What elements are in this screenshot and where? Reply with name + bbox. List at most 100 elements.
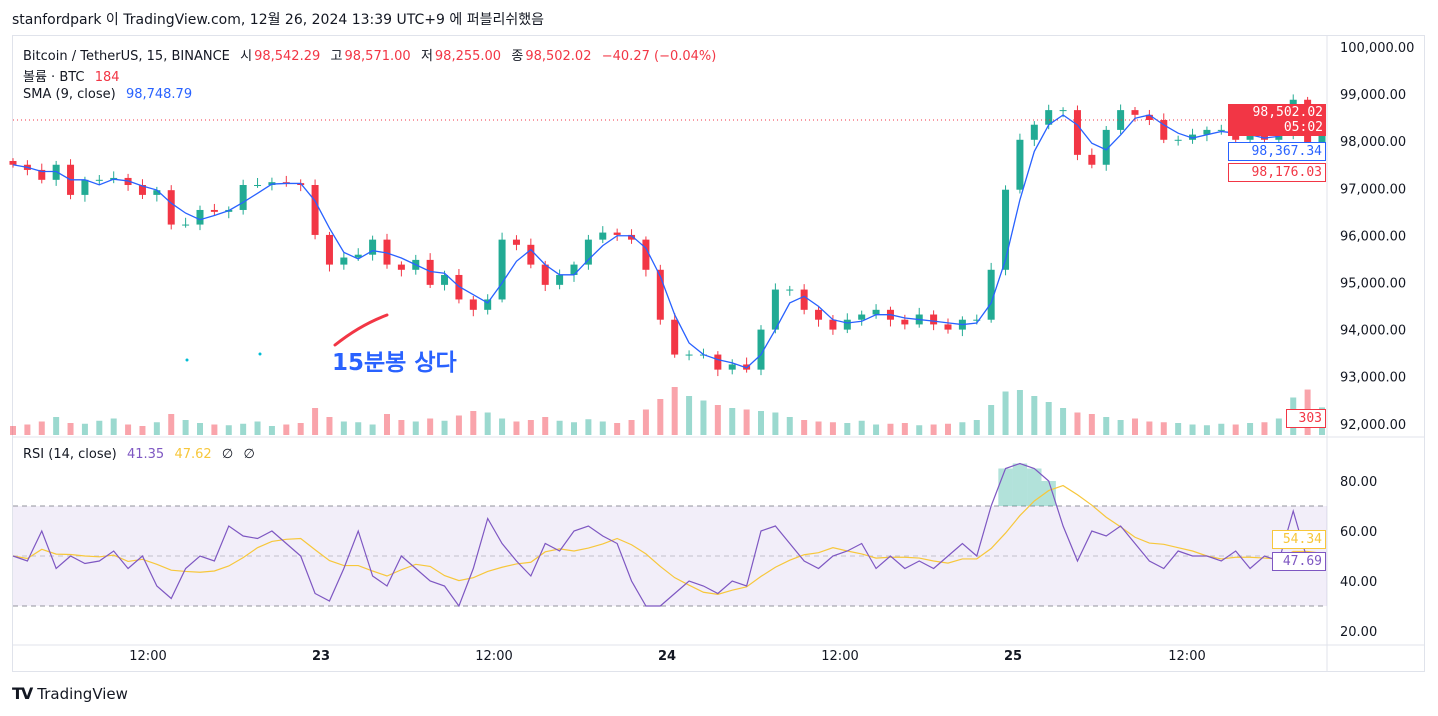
volume-bar bbox=[858, 420, 865, 435]
rsi-overbought-fill bbox=[1012, 463, 1028, 506]
volume-bar bbox=[384, 414, 390, 435]
volume-bar bbox=[844, 423, 851, 435]
candle-body bbox=[671, 319, 679, 355]
rsi-legend[interactable]: RSI (14, close) 41.35 47.62 ∅ ∅ bbox=[23, 447, 257, 462]
volume-bar bbox=[700, 400, 707, 435]
candle-body bbox=[901, 319, 909, 325]
candle-body bbox=[584, 239, 592, 265]
volume-bar bbox=[67, 423, 74, 435]
candle-body bbox=[973, 319, 981, 321]
low-value: 98,255.00 bbox=[434, 49, 502, 64]
volume-bar bbox=[1146, 421, 1153, 435]
volume-bar bbox=[527, 420, 534, 435]
volume-bar bbox=[81, 423, 88, 435]
volume-bar bbox=[642, 409, 649, 435]
candle-body bbox=[196, 209, 204, 225]
candle-body bbox=[656, 269, 664, 320]
candle-body bbox=[1016, 139, 1024, 190]
candle-body bbox=[800, 289, 808, 310]
volume-bar bbox=[340, 421, 347, 435]
candle-body bbox=[1260, 134, 1268, 140]
high-label: 고 bbox=[330, 49, 343, 64]
volume-bar bbox=[297, 423, 304, 435]
volume-label: 볼륨 · BTC bbox=[23, 70, 85, 85]
tradingview-logo-icon: TV bbox=[12, 684, 33, 703]
low-price-tag: 98,176.03 bbox=[1228, 163, 1326, 182]
volume-bar bbox=[470, 411, 477, 435]
volume-bar bbox=[484, 412, 491, 435]
candle-body bbox=[138, 185, 146, 195]
marker-dot bbox=[258, 352, 262, 356]
candle-body bbox=[599, 232, 607, 240]
open-value: 98,542.29 bbox=[254, 49, 321, 64]
price-tick-label: 94,000.00 bbox=[1340, 324, 1406, 339]
footer-brand[interactable]: TV TradingView bbox=[12, 684, 128, 703]
volume-bar bbox=[829, 422, 836, 435]
candle-body bbox=[239, 185, 247, 210]
volume-bar bbox=[758, 411, 764, 435]
volume-bar bbox=[96, 420, 103, 435]
volume-legend[interactable]: 볼륨 · BTC 184 bbox=[23, 66, 122, 85]
rsi-label: RSI (14, close) bbox=[23, 447, 117, 462]
volume-bar bbox=[412, 421, 419, 435]
rsi-tick-label: 40.00 bbox=[1340, 575, 1377, 590]
volume-bar bbox=[1175, 423, 1182, 435]
candle-body bbox=[469, 299, 477, 310]
volume-bar bbox=[786, 417, 793, 435]
candle-body bbox=[1030, 124, 1038, 140]
candle-body bbox=[354, 254, 362, 258]
candle-body bbox=[81, 179, 89, 195]
volume-bar bbox=[614, 423, 621, 435]
candle-body bbox=[9, 160, 17, 165]
candle-body bbox=[843, 319, 851, 330]
annotation-text[interactable]: 15분봉 상다 bbox=[332, 350, 457, 376]
volume-bar bbox=[168, 414, 175, 435]
candle-body bbox=[1217, 129, 1225, 131]
candle-body bbox=[52, 164, 60, 180]
candle-body bbox=[714, 354, 722, 370]
candle-body bbox=[1088, 154, 1096, 165]
volume-bar bbox=[182, 420, 189, 435]
candle-body bbox=[1189, 134, 1197, 140]
candle-body bbox=[858, 314, 866, 320]
change-value: −40.27 (−0.04%) bbox=[601, 49, 717, 64]
price-tick-label: 93,000.00 bbox=[1340, 371, 1406, 386]
time-tick-label: 12:00 bbox=[821, 649, 858, 664]
candle-body bbox=[210, 209, 218, 212]
symbol-legend[interactable]: Bitcoin / TetherUS, 15, BINANCE 시 98,542.… bbox=[23, 45, 718, 64]
close-label: 종 bbox=[511, 49, 524, 64]
price-tick-label: 99,000.00 bbox=[1340, 88, 1406, 103]
time-tick-label: 12:00 bbox=[129, 649, 166, 664]
volume-bar bbox=[571, 422, 577, 435]
sma-legend[interactable]: SMA (9, close) 98,748.79 bbox=[23, 87, 194, 102]
open-label: 시 bbox=[240, 49, 253, 64]
volume-bar bbox=[959, 422, 966, 435]
volume-bar bbox=[326, 417, 333, 435]
candle-body bbox=[872, 309, 880, 315]
volume-bar bbox=[1160, 422, 1167, 435]
volume-bar bbox=[628, 420, 635, 435]
candle-body bbox=[484, 299, 492, 310]
volume-bar bbox=[1232, 424, 1239, 435]
volume-bar bbox=[441, 420, 448, 435]
candle-body bbox=[771, 289, 779, 330]
rsi-tick-label: 80.00 bbox=[1340, 475, 1377, 490]
volume-bar bbox=[657, 399, 664, 435]
candle-body bbox=[311, 185, 319, 235]
volume-bar bbox=[24, 424, 31, 435]
rsi-overbought-fill bbox=[1027, 468, 1042, 506]
volume-bar bbox=[268, 426, 275, 435]
bar-countdown: 05:02 bbox=[1283, 120, 1323, 135]
volume-bar bbox=[729, 408, 736, 435]
volume-tag: 303 bbox=[1286, 409, 1326, 428]
time-tick-label: 12:00 bbox=[475, 649, 512, 664]
volume-bar bbox=[139, 426, 146, 435]
candle-body bbox=[167, 190, 175, 225]
annotation-arrow[interactable] bbox=[333, 313, 389, 347]
candle-body bbox=[1174, 139, 1182, 141]
volume-bar bbox=[427, 418, 434, 435]
volume-bar bbox=[585, 419, 592, 435]
volume-bar bbox=[455, 415, 462, 435]
candle-body bbox=[397, 264, 405, 270]
